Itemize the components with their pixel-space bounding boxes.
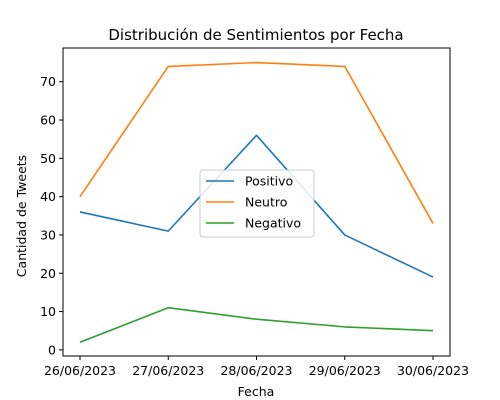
- x-tick-label: 27/06/2023: [132, 363, 204, 378]
- y-tick-label: 70: [40, 74, 56, 89]
- x-tick-label: 30/06/2023: [397, 363, 469, 378]
- plot-area: 26/06/2023 27/06/2023 28/06/2023 29/06/2023…: [40, 47, 469, 378]
- x-tick-label: 28/06/2023: [220, 363, 292, 378]
- y-tick-label: 40: [40, 189, 56, 204]
- y-tick-label: 10: [40, 304, 56, 319]
- legend-label-positivo: Positivo: [245, 174, 293, 189]
- chart-title: Distribución de Sentimientos por Fecha: [108, 26, 403, 44]
- y-tick-label: 50: [40, 151, 56, 166]
- y-tick-label: 0: [48, 342, 56, 357]
- x-axis-label: Fecha: [238, 384, 275, 399]
- series-line-positivo: [79, 134, 434, 278]
- legend-label-neutro: Neutro: [245, 195, 287, 210]
- legend-label-negativo: Negativo: [245, 216, 301, 231]
- y-axis-label: Cantidad de Tweets: [14, 155, 29, 277]
- x-tick-label: 29/06/2023: [309, 363, 381, 378]
- legend-box: [199, 169, 315, 238]
- y-tick-label: 60: [40, 113, 56, 128]
- x-tick-label: 26/06/2023: [44, 363, 116, 378]
- y-tick-label: 30: [40, 227, 56, 242]
- series-line-neutro: [79, 61, 434, 224]
- series-line-negativo: [79, 306, 434, 343]
- y-tick-label: 20: [40, 266, 56, 281]
